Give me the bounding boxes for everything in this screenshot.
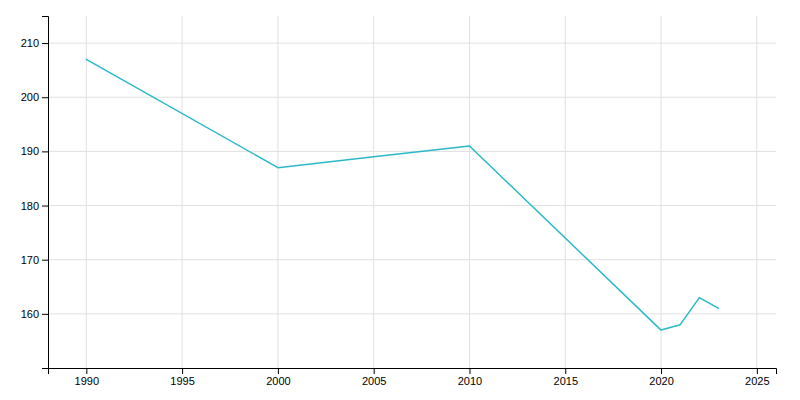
- tick-label: 2025: [745, 375, 769, 387]
- grid-line: [86, 16, 87, 368]
- tick: 180: [21, 200, 48, 212]
- tick-mark: [42, 206, 48, 207]
- tick: 2025: [745, 368, 769, 387]
- tick-mark: [42, 43, 48, 44]
- tick-label: 2010: [458, 375, 482, 387]
- tick-mark: [278, 368, 279, 374]
- tick-mark: [182, 368, 183, 374]
- tick: 210: [21, 37, 48, 49]
- grid: [48, 16, 776, 368]
- tick-label: 2000: [266, 375, 290, 387]
- tick-mark: [565, 368, 566, 374]
- tick-mark: [42, 151, 48, 152]
- tick-mark: [469, 368, 470, 374]
- grid-line: [48, 259, 776, 260]
- tick: 1995: [170, 368, 194, 387]
- grid-line: [756, 16, 757, 368]
- tick: 190: [21, 145, 48, 157]
- tick: 170: [21, 254, 48, 266]
- grid-line: [565, 16, 566, 368]
- tick-mark: [42, 260, 48, 261]
- tick-label: 200: [21, 91, 39, 103]
- x-axis: 1990 1995 2000 2005 2010 2015 2020 2025: [49, 368, 777, 387]
- tick-label: 160: [21, 308, 39, 320]
- grid-line: [48, 97, 776, 98]
- tick-mark: [42, 314, 48, 315]
- tick-mark: [86, 368, 87, 374]
- axis-line: [49, 369, 777, 375]
- tick-label: 180: [21, 200, 39, 212]
- tick: 200: [21, 91, 48, 103]
- tick-label: 2015: [554, 375, 578, 387]
- tick: 2000: [266, 368, 290, 387]
- tick-label: 1995: [170, 375, 194, 387]
- plot-area: [86, 59, 718, 330]
- grid-line: [277, 16, 278, 368]
- tick-label: 190: [21, 145, 39, 157]
- grid-line: [469, 16, 470, 368]
- tick: 2020: [649, 368, 673, 387]
- grid-line: [373, 16, 374, 368]
- chart: 1990 1995 2000 2005 2010 2015 2020 2025 160 170 18…: [0, 0, 800, 400]
- tick: 2015: [554, 368, 578, 387]
- grid-line: [48, 43, 776, 44]
- grid-line: [182, 16, 183, 368]
- tick: 160: [21, 308, 48, 320]
- axis-line: [42, 17, 49, 369]
- tick-mark: [42, 97, 48, 98]
- line: [86, 59, 718, 330]
- tick: 2010: [458, 368, 482, 387]
- tick-label: 2005: [362, 375, 386, 387]
- tick-label: 1990: [75, 375, 99, 387]
- y-axis: 160 170 180 190 200 210: [21, 17, 49, 369]
- tick-mark: [661, 368, 662, 374]
- grid-line: [48, 313, 776, 314]
- grid-line: [661, 16, 662, 368]
- tick-label: 2020: [649, 375, 673, 387]
- tick-label: 170: [21, 254, 39, 266]
- tick-mark: [374, 368, 375, 374]
- tick-label: 210: [21, 37, 39, 49]
- grid-line: [48, 205, 776, 206]
- tick-mark: [757, 368, 758, 374]
- tick: 2005: [362, 368, 386, 387]
- tick: 1990: [75, 368, 99, 387]
